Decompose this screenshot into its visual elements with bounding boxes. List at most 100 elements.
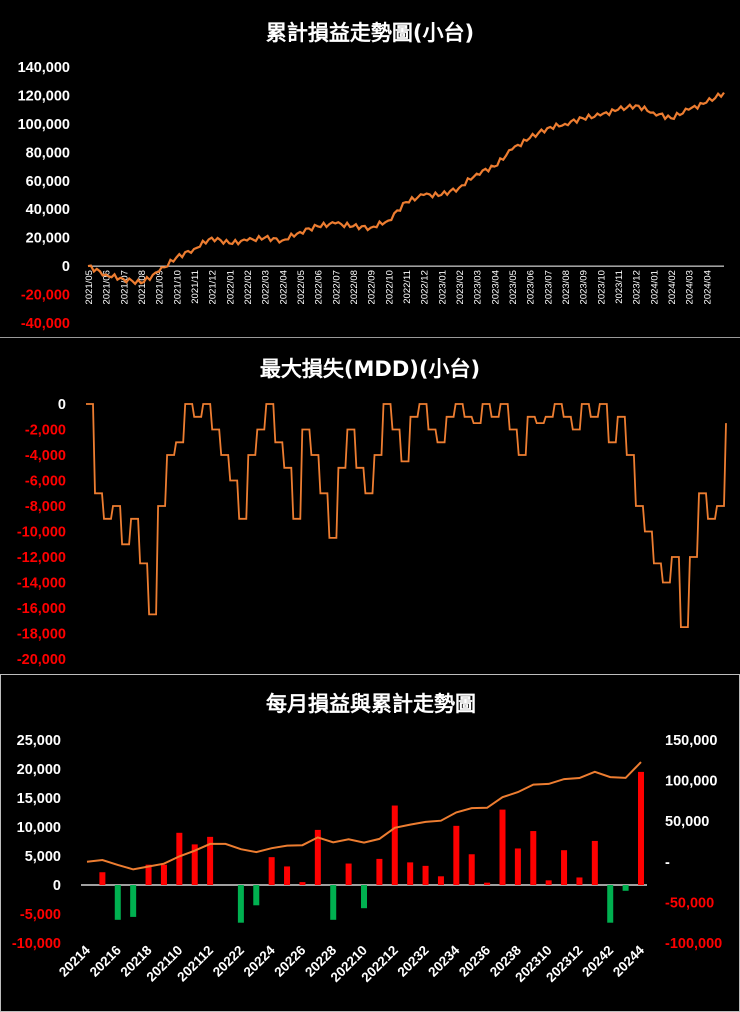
- monthly-bar: [591, 840, 598, 885]
- monthly-bar: [545, 880, 552, 885]
- y2-tick-label: -50,000: [665, 895, 714, 911]
- y-tick-label: 120,000: [18, 88, 70, 104]
- monthly-bar: [607, 885, 614, 923]
- x-tick-label: 2022/03: [261, 270, 272, 304]
- x-tick-label: 2021/09: [155, 270, 166, 304]
- x-tick-label: 2022/01: [225, 270, 236, 304]
- x-tick-label: 2022/04: [278, 270, 289, 304]
- x-tick-label: 2021/06: [102, 270, 113, 304]
- monthly-bar: [376, 858, 383, 885]
- monthly-bar: [361, 885, 367, 909]
- x-tick-label: 2023/11: [614, 270, 625, 304]
- x-tick-label: 2021/05: [84, 270, 95, 304]
- y-tick-label: -10,000: [17, 525, 66, 541]
- x-tick-label: 20222: [210, 943, 247, 980]
- y-tick-label: 5,000: [25, 849, 61, 865]
- x-tick-label: 2023/12: [632, 270, 643, 304]
- y2-tick-label: 100,000: [665, 774, 717, 790]
- y-tick-label: 20,000: [17, 762, 61, 778]
- monthly-bar: [499, 809, 506, 885]
- x-tick-label: 20232: [395, 943, 432, 980]
- y2-tick-label: -: [665, 855, 670, 871]
- x-tick-label: 2022/10: [384, 270, 395, 304]
- y-tick-label: -40,000: [21, 316, 70, 332]
- monthly-bar: [237, 885, 244, 923]
- y-tick-label: -14,000: [17, 576, 66, 592]
- y-tick-label: -20,000: [17, 652, 66, 668]
- x-tick-label: 2021/10: [172, 270, 183, 304]
- monthly-bar: [314, 829, 321, 885]
- x-tick-label: 2023/06: [526, 270, 537, 304]
- x-tick-label: 2023/01: [437, 270, 448, 304]
- y-tick-label: 40,000: [26, 202, 70, 218]
- monthly-bar: [160, 864, 167, 885]
- x-tick-label: 2023/02: [455, 270, 466, 304]
- y-tick-label: -16,000: [17, 601, 66, 617]
- y-tick-label: -10,000: [12, 936, 61, 952]
- y-tick-label: 0: [53, 878, 61, 894]
- y-tick-label: 80,000: [26, 145, 70, 161]
- monthly-pnl-chart: 每月損益與累計走勢圖 25,000 20,000 15,000 10,000 5,000…: [12, 692, 722, 985]
- y-tick-label: -20,000: [21, 288, 70, 304]
- y-tick-label: -6,000: [25, 474, 66, 490]
- chart-title: 最大損失(MDD)(小台): [260, 357, 480, 381]
- cumulative-line: [87, 91, 725, 286]
- monthly-bar: [561, 850, 568, 885]
- y-tick-label: 100,000: [18, 117, 70, 133]
- y-tick-label: 15,000: [17, 791, 61, 807]
- monthly-bar: [253, 885, 260, 906]
- mdd-line: [86, 403, 727, 629]
- x-tick-label: 2022/05: [296, 270, 307, 304]
- monthly-bar: [576, 877, 583, 885]
- monthly-bar: [407, 862, 414, 885]
- monthly-bar: [530, 831, 537, 885]
- y2-tick-label: -100,000: [665, 936, 722, 952]
- x-tick-label: 2021/12: [208, 270, 219, 304]
- monthly-bar: [191, 844, 198, 885]
- x-tick-label: 2023/09: [579, 270, 590, 304]
- monthly-bar: [99, 872, 106, 885]
- x-tick-label: 20242: [579, 943, 616, 980]
- y2-tick-label: 150,000: [665, 733, 717, 749]
- x-tick-label: 20236: [456, 942, 493, 979]
- cumulative-pnl-panel: 累計損益走勢圖(小台) 140,000 120,000 100,000 80,000 6…: [0, 0, 740, 335]
- x-tick-label: 2023/03: [473, 270, 484, 304]
- y-tick-label: 140,000: [18, 60, 70, 76]
- monthly-bar: [437, 876, 444, 885]
- monthly-bar: [145, 864, 152, 885]
- x-tick-label: 2024/01: [649, 270, 660, 304]
- monthly-bar: [130, 885, 137, 917]
- monthly-bar: [345, 863, 352, 885]
- y-tick-label: -8,000: [25, 499, 66, 515]
- monthly-bar: [453, 825, 460, 885]
- x-tick-label: 2023/07: [543, 270, 554, 304]
- y-tick-label: -2,000: [25, 423, 66, 439]
- monthly-bar: [114, 885, 121, 920]
- cumulative-pnl-chart: 累計損益走勢圖(小台) 140,000 120,000 100,000 80,000 6…: [18, 21, 725, 332]
- x-tick-label: 2024/04: [702, 270, 713, 304]
- monthly-pnl-panel: 每月損益與累計走勢圖 25,000 20,000 15,000 10,000 5,000…: [0, 674, 740, 1012]
- y-tick-label: 20,000: [26, 231, 70, 247]
- y-tick-label: 60,000: [26, 174, 70, 190]
- monthly-bar: [284, 866, 291, 885]
- mdd-panel: 最大損失(MDD)(小台) 0 -2,000 -4,000 -6,000 -8,000 -…: [0, 337, 740, 674]
- x-tick-label: 20226: [271, 942, 308, 979]
- x-tick-label: 2022/08: [349, 270, 360, 304]
- x-tick-label: 2023/08: [561, 270, 572, 304]
- monthly-bar: [207, 836, 214, 885]
- x-tick-label: 2023/04: [490, 270, 501, 304]
- x-tick-label: 2022/09: [367, 270, 378, 304]
- x-tick-label: 2021/07: [119, 270, 130, 304]
- monthly-bar: [622, 885, 629, 891]
- monthly-bar: [330, 885, 337, 920]
- x-tick-label: 20234: [425, 942, 462, 979]
- monthly-bar: [638, 771, 644, 885]
- x-tick-label: 20216: [87, 942, 124, 979]
- y-tick-label: -12,000: [17, 550, 66, 566]
- monthly-bar: [299, 882, 306, 885]
- monthly-bar: [176, 832, 183, 885]
- x-tick-label: 2022/11: [402, 270, 413, 304]
- x-tick-label: 2024/02: [667, 270, 678, 304]
- x-tick-label: 2021/08: [137, 270, 148, 304]
- monthly-bar: [391, 805, 398, 885]
